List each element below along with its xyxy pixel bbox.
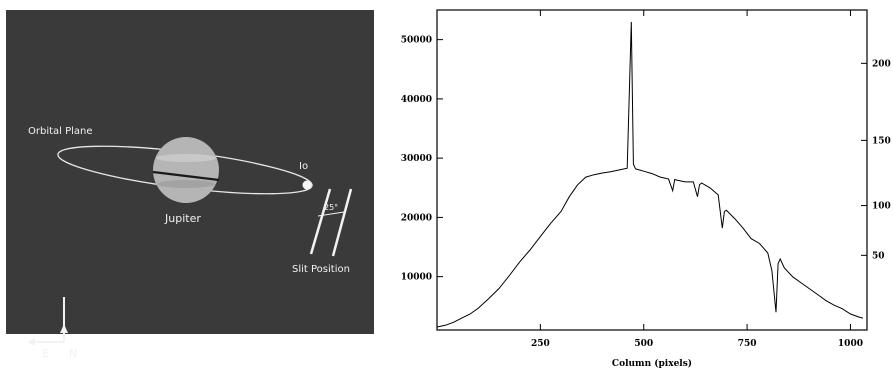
left-tick-label: 40000 (401, 95, 432, 105)
compass-east-label: E (42, 347, 49, 360)
compass-east-head (27, 338, 35, 346)
right-tick-label: 50 (872, 251, 885, 261)
bottom-tick-label: 1000 (838, 339, 863, 349)
jupiter-label: Jupiter (164, 212, 201, 225)
bottom-tick-label: 500 (634, 339, 653, 349)
angle-arrow (317, 211, 345, 217)
bottom-tick-label: 250 (531, 339, 550, 349)
compass-north-label: N (69, 347, 77, 360)
right-tick-label: 150 (872, 136, 891, 146)
left-tick-label: 20000 (401, 213, 432, 223)
io-label: Io (299, 161, 308, 172)
angle-label: 25° (324, 203, 338, 212)
x-axis-title: Column (pixels) (612, 358, 692, 369)
compass-north-head (60, 324, 68, 333)
right-tick-label: 100 (872, 202, 891, 212)
left-tick-label: 10000 (401, 273, 432, 283)
bottom-axis: 250 500 750 1000 (531, 10, 863, 349)
orbit-front-line (152, 170, 220, 182)
slit-line-left (309, 188, 332, 255)
jupiter-band-2 (157, 180, 215, 188)
left-tick-label: 50000 (401, 36, 432, 46)
right-axis: 50 100 150 200 (861, 59, 891, 261)
jupiter-band-1 (156, 154, 216, 162)
left-tick-label: 30000 (401, 154, 432, 164)
plot-frame (436, 9, 868, 331)
bottom-tick-label: 750 (738, 339, 757, 349)
left-axis: 10000 20000 30000 40000 50000 (401, 36, 443, 283)
orbital-plane-label: Orbital Plane (28, 126, 93, 137)
right-tick-label: 200 (872, 59, 891, 69)
io-moon (302, 180, 312, 190)
spectrum-series-line (436, 21, 864, 328)
slit-line-right (331, 188, 353, 257)
slit-position-label: Slit Position (292, 264, 350, 275)
